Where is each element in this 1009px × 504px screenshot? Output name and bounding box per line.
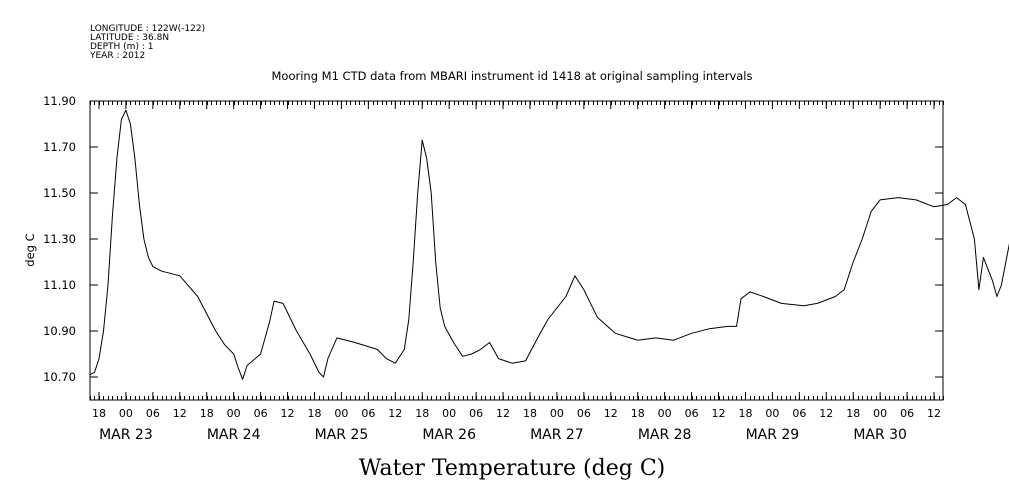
plot-frame	[89, 100, 944, 401]
x-hour-label: 12	[281, 407, 295, 420]
meta-year: YEAR : 2012	[89, 51, 145, 61]
x-day-label: MAR 26	[422, 427, 476, 443]
plot-area: 18 00 06 12 18 00 06 12 18 00 06 12 18 00 06 12 18 00 06 12…	[43, 94, 1009, 443]
x-hour-label: 06	[577, 407, 591, 420]
x-hour-label: 06	[685, 407, 699, 420]
x-hour-label: 18	[415, 407, 429, 420]
x-hour-label: 00	[119, 407, 133, 420]
x-day-label: MAR 27	[530, 427, 584, 443]
y-tick-label: 10.70	[43, 370, 76, 384]
x-day-label: MAR 24	[207, 427, 261, 443]
y-tick-label: 10.90	[43, 324, 76, 338]
x-hour-label: 12	[819, 407, 833, 420]
x-hour-label: 18	[200, 407, 214, 420]
x-hour-label: 06	[792, 407, 806, 420]
y-tick-label: 11.90	[43, 94, 76, 108]
y-tick-label: 11.30	[43, 232, 76, 246]
meta-latitude: LATITUDE : 36.8N	[90, 33, 169, 43]
x-hour-label: 00	[873, 407, 887, 420]
x-hour-label: 06	[900, 407, 914, 420]
x-day-label: MAR 28	[638, 427, 692, 443]
x-axis-title: Water Temperature (deg C)	[359, 456, 666, 481]
chart-title: Mooring M1 CTD data from MBARI instrumen…	[272, 69, 753, 83]
y-tick-label: 11.10	[43, 278, 76, 292]
y-axis-label: deg C	[23, 233, 37, 266]
meta-longitude: LONGITUDE : 122W(-122)	[90, 24, 205, 34]
meta-depth: DEPTH (m) : 1	[90, 42, 153, 52]
x-hour-label: 18	[631, 407, 645, 420]
x-day-label: MAR 25	[315, 427, 369, 443]
x-day-label: MAR 30	[853, 427, 907, 443]
x-hour-label: 06	[469, 407, 483, 420]
x-hour-label: 00	[442, 407, 456, 420]
x-hour-label: 12	[173, 407, 187, 420]
x-minor-ticks	[90, 101, 944, 400]
x-hour-label: 00	[765, 407, 779, 420]
x-hour-label: 00	[550, 407, 564, 420]
x-hour-label: 06	[361, 407, 375, 420]
x-hour-label: 12	[496, 407, 510, 420]
x-hour-label: 06	[146, 407, 160, 420]
x-hour-label: 00	[334, 407, 348, 420]
x-hour-label: 12	[604, 407, 618, 420]
x-hour-label: 18	[92, 407, 106, 420]
x-hour-label: 18	[738, 407, 752, 420]
x-hour-label: 18	[307, 407, 321, 420]
x-hour-label: 18	[523, 407, 537, 420]
x-hour-label: 00	[658, 407, 672, 420]
x-hour-label: 12	[927, 407, 941, 420]
x-hour-label: 12	[712, 407, 726, 420]
y-tick-label: 11.50	[43, 186, 76, 200]
x-day-label: MAR 29	[746, 427, 800, 443]
meta-block: LONGITUDE : 122W(-122) LATITUDE : 36.8N …	[89, 24, 205, 61]
x-hour-label: 00	[227, 407, 241, 420]
temperature-series-line	[89, 109, 1009, 380]
x-hour-label: 12	[388, 407, 402, 420]
y-tick-label: 11.70	[43, 140, 76, 154]
x-hour-label: 18	[846, 407, 860, 420]
x-day-label: MAR 23	[99, 427, 153, 443]
x-hour-label: 06	[254, 407, 268, 420]
